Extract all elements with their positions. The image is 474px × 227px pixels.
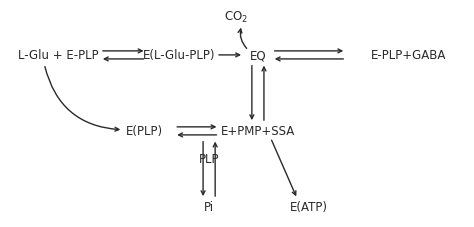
Text: E+PMP+SSA: E+PMP+SSA: [221, 125, 295, 138]
Text: EQ: EQ: [250, 49, 266, 62]
Text: Pi: Pi: [204, 200, 214, 213]
Text: E(L-Glu-PLP): E(L-Glu-PLP): [143, 49, 215, 62]
Text: E(ATP): E(ATP): [290, 200, 328, 213]
Text: E(PLP): E(PLP): [126, 125, 163, 138]
Text: L-Glu + E-PLP: L-Glu + E-PLP: [18, 49, 99, 62]
Text: PLP: PLP: [199, 153, 219, 165]
Text: CO$_2$: CO$_2$: [224, 10, 247, 25]
Text: E-PLP+GABA: E-PLP+GABA: [371, 49, 447, 62]
